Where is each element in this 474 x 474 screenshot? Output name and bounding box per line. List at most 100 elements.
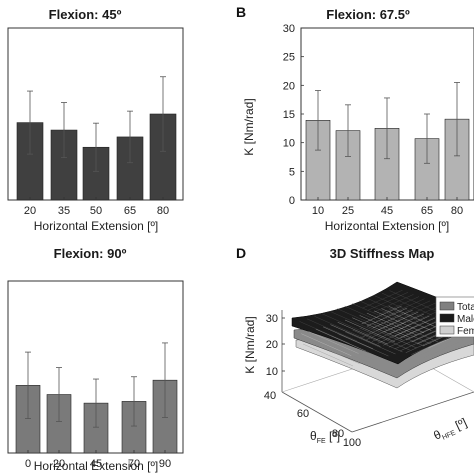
x-tick-label: 60 [297,408,309,420]
mesh-line [359,300,410,323]
mesh-line [405,334,446,353]
x-tick-label: 65 [421,205,433,217]
legend-label-male: Male [457,314,474,325]
z-tick-label: 10 [266,366,278,378]
mesh-line [374,310,425,333]
legend-label-total: Total [457,302,474,313]
panel-d-3d-axes [281,310,474,433]
panel-b-xticks: 10 25 45 65 80 [312,197,463,217]
mesh-line [366,325,417,349]
panel-d-xlabel: θFE [º] [310,429,340,445]
y-tick-label: 25 [283,52,295,64]
mesh-line [367,292,409,311]
panel-d: D 3D Stiffness Map 10 20 30 K [Nm/rad] 40 6… [236,245,474,449]
mesh-line [380,321,431,345]
legend-swatch-female [439,325,455,335]
mesh-line [400,319,441,339]
mesh-line [373,323,424,347]
x-tick-label: 40 [264,390,276,402]
mesh-line [324,337,375,361]
x-tick-label: 65 [124,205,136,217]
fe-subscript: FE [317,438,326,445]
mesh-line [394,330,435,350]
mesh-line [378,296,420,315]
mesh-line [378,311,419,331]
panel-a-bars [16,76,177,201]
legend-label-female: Female [457,326,474,337]
z-tick-label: 20 [266,339,278,351]
x-tick-label: 80 [332,428,344,440]
panel-d-title: 3D Stiffness Map [330,246,435,261]
mesh-line [395,302,436,322]
panel-b-yticks: 0 5 10 15 20 25 30 [283,23,304,207]
panel-c-xticks: 0 20 45 70 90 [25,450,171,470]
panel-a-xlabel: Horizontal Extension [º] [34,219,158,233]
x-tick-label: 20 [24,205,36,217]
panel-c-bars [15,342,178,454]
mesh-line [417,338,458,357]
mesh-line [314,316,365,339]
panel-b-label: B [236,4,246,20]
mesh-line [400,332,441,351]
y-tick-label: 0 [289,195,295,207]
mesh-line [338,333,389,357]
x-tick-label: 35 [58,205,70,217]
panel-b-title: Flexion: 67.5º [326,7,410,22]
panel-a-title: Flexion: 45º [49,7,122,22]
x-tick-label: 70 [128,458,140,470]
panel-d-ylabel: θHFE [º] [431,415,470,444]
mesh-line [387,319,438,343]
mesh-line [422,340,463,359]
mesh-line [374,295,425,318]
panel-a: Flexion: 45º 20 35 50 65 80 Horizontal Exten… [7,7,184,233]
mesh-line [330,324,381,347]
mesh-line [389,315,430,335]
panel-d-legend: TotalMaleFemale [435,296,474,338]
panel-b-bars [305,82,470,201]
y-tick-label: 20 [283,80,295,92]
panel-d-label: D [236,245,246,261]
mesh-line [411,336,452,355]
mesh-line [303,343,354,367]
unit: [º] [450,415,469,434]
x-tick-label: 0 [25,458,31,470]
mesh-line [366,298,418,321]
unit: [º] [326,429,340,443]
x-tick-label: 80 [451,205,463,217]
panel-c-title: Flexion: 90º [54,246,127,261]
mesh-line [317,339,368,363]
mesh-line [310,341,361,365]
panel-b-ylabel: K [Nm/rad] [242,98,256,155]
x-tick-label: 25 [342,205,354,217]
mesh-line [381,293,433,316]
theta-symbol: θ [310,429,317,443]
panel-a-xticks: 20 35 50 65 80 [24,197,169,217]
mesh-line [337,322,388,345]
mesh-line [388,306,439,329]
panel-c: Flexion: 90º 0 20 45 70 90 Horizontal Extens… [7,246,184,473]
mesh-line [359,327,410,351]
mesh-line [323,326,374,349]
mesh-line [371,323,412,342]
mesh-line [306,318,358,341]
panel-d-zticks: 10 20 30 [266,313,285,378]
y-tick-label: 5 [289,166,295,178]
panel-b-xlabel: Horizontal Extension [º] [325,219,449,233]
mesh-line [366,313,417,336]
x-tick-label: 10 [312,205,324,217]
mesh-line [301,333,352,356]
mesh-line [352,317,403,340]
panel-b: B Flexion: 67.5º 0 5 10 15 20 25 30 K [Nm/rad]… [236,4,474,233]
x-tick-label: 100 [343,437,361,449]
mesh-line [381,308,432,331]
mesh-line [428,342,469,361]
y-tick-label: 15 [283,109,295,121]
legend-swatch-male [439,313,455,323]
x-tick-label: 50 [90,205,102,217]
z-tick-label: 30 [266,313,278,325]
mesh-line [351,303,403,326]
x-tick-label: 45 [90,458,102,470]
mesh-line [331,335,382,359]
mesh-line [329,311,380,334]
